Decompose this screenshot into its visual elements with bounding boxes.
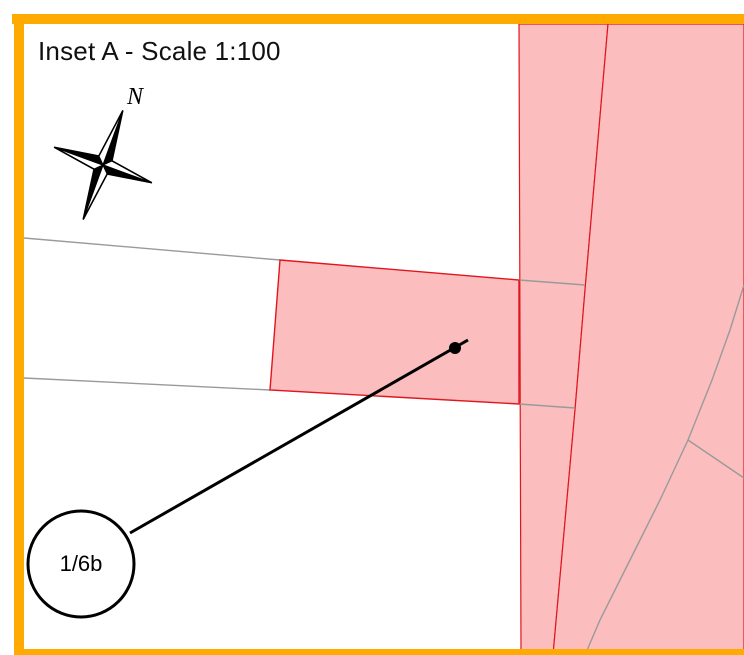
road-inner-boundary xyxy=(584,284,744,655)
callout-circle xyxy=(26,509,136,619)
parcel-point-marker xyxy=(449,342,461,354)
parcel-1-6b xyxy=(269,259,520,405)
road-side-boundary xyxy=(687,439,744,479)
road-strip-right xyxy=(552,23,744,655)
north-label: N xyxy=(127,84,144,110)
inset-title: Inset A - Scale 1:100 xyxy=(38,36,281,66)
compass-rose-icon xyxy=(53,110,153,220)
callout-label: 1/6b xyxy=(59,551,103,576)
boundary-line-lower xyxy=(23,377,271,391)
boundary-line-lower-east xyxy=(518,403,576,409)
boundary-line-upper-east xyxy=(518,279,586,286)
boundary-line-upper xyxy=(23,237,281,261)
callout-leader-line xyxy=(129,338,469,535)
